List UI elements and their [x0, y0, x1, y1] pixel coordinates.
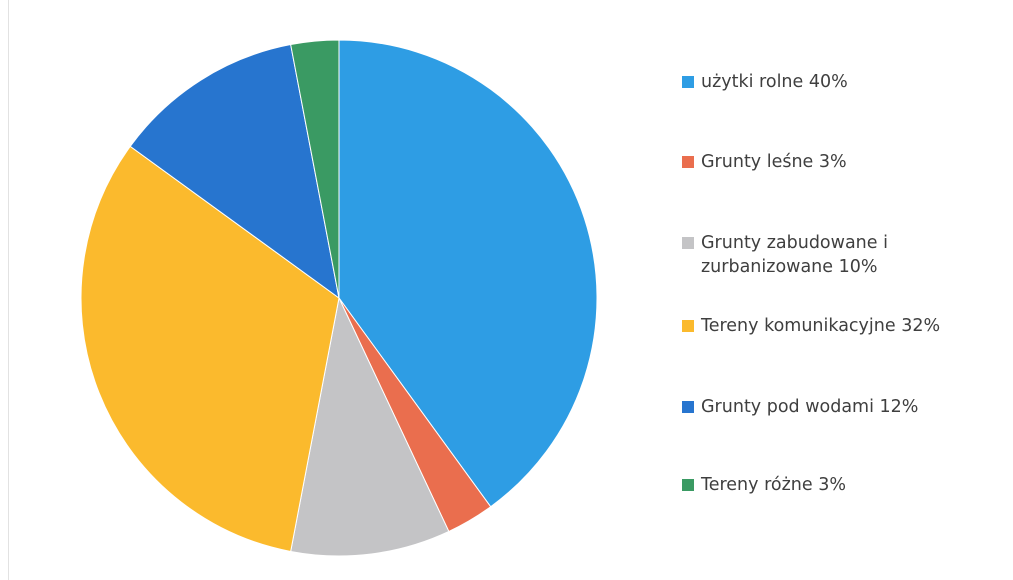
legend-label: Grunty zabudowane i zurbanizowane 10%: [701, 233, 888, 277]
legend-swatch: [682, 76, 694, 88]
legend-item: użytki rolne 40%: [682, 70, 1002, 94]
legend-swatch: [682, 237, 694, 249]
pie-slice: [129, 43, 340, 300]
pie-slice: [290, 296, 450, 557]
legend-item: Grunty zabudowane i zurbanizowane 10%: [682, 231, 937, 279]
legend-item: Grunty leśne 3%: [682, 150, 1002, 174]
legend-swatch: [682, 156, 694, 168]
pie-slice: [80, 145, 340, 553]
legend-label: Tereny komunikacyjne 32%: [701, 316, 941, 336]
legend-label: Grunty pod wodami 12%: [701, 397, 919, 417]
legend-item: Tereny komunikacyjne 32%: [682, 314, 1002, 338]
legend-label: Grunty leśne 3%: [701, 152, 847, 172]
legend-label: użytki rolne 40%: [701, 72, 848, 92]
legend-item: Grunty pod wodami 12%: [682, 395, 1002, 419]
pie-slice: [338, 39, 598, 508]
legend-swatch: [682, 479, 694, 491]
legend-swatch: [682, 320, 694, 332]
legend-label: Tereny różne 3%: [701, 475, 846, 495]
legend-item: Tereny różne 3%: [682, 473, 1002, 497]
legend-swatch: [682, 401, 694, 413]
pie-slice: [290, 39, 340, 299]
page-edge-line: [8, 0, 9, 580]
